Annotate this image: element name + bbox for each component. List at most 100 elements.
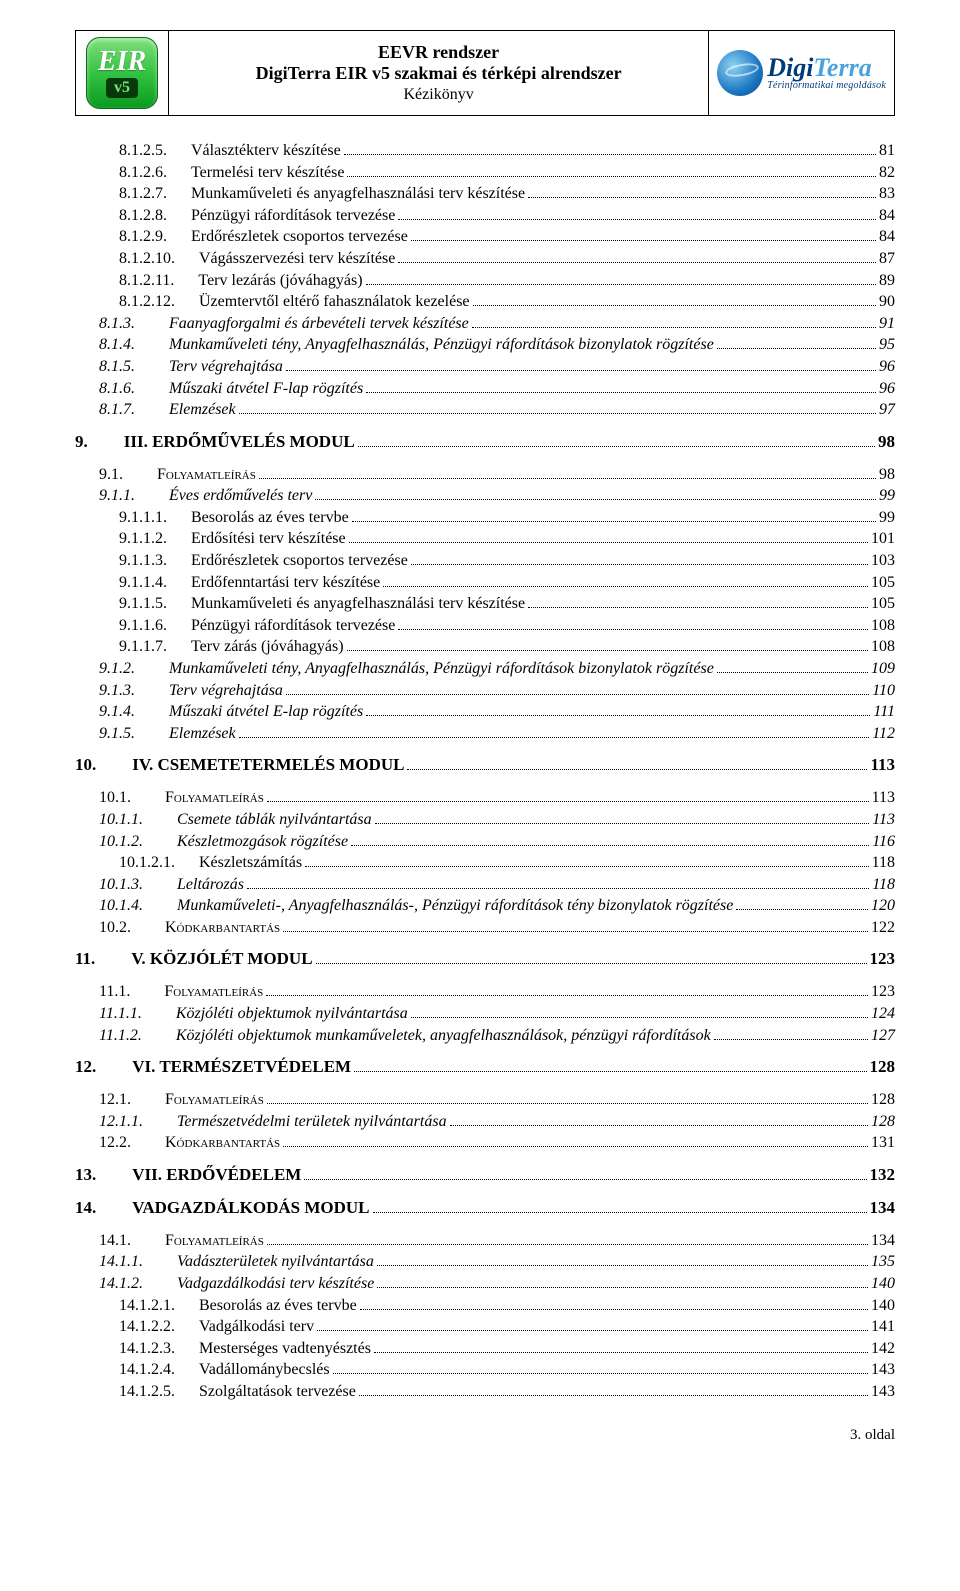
toc-number: 8.1.2.6.: [119, 162, 167, 184]
toc-entry[interactable]: 8.1.2.8.Pénzügyi ráfordítások tervezése8…: [119, 205, 895, 227]
toc-leader-dots: [286, 682, 869, 694]
toc-entry[interactable]: 14.1.2.Vadgazdálkodási terv készítése140: [99, 1273, 895, 1295]
toc-entry[interactable]: 8.1.6.Műszaki átvétel F-lap rögzítés96: [99, 378, 895, 400]
toc-entry[interactable]: 14.1.2.2.Vadgálkodási terv141: [119, 1316, 895, 1338]
toc-title: Műszaki átvétel E-lap rögzítés: [169, 701, 363, 723]
toc-entry[interactable]: 14.1.1.Vadászterületek nyilvántartása135: [99, 1251, 895, 1273]
toc-entry[interactable]: 9.1.5.Elemzések112: [99, 723, 895, 745]
digiterra-logo: DigiTerra Térinformatikai megoldások: [717, 50, 886, 96]
toc-leader-dots: [360, 1297, 868, 1309]
toc-entry[interactable]: 9.1.2.Munkaműveleti tény, Anyagfelhaszná…: [99, 658, 895, 680]
toc-entry[interactable]: 8.1.2.9.Erdőrészletek csoportos tervezés…: [119, 226, 895, 248]
toc-title: Munkaműveleti tény, Anyagfelhasználás, P…: [169, 334, 714, 356]
toc-entry[interactable]: 11.1.Folyamatleírás123: [99, 981, 895, 1003]
toc-entry[interactable]: 8.1.5.Terv végrehajtása96: [99, 356, 895, 378]
toc-leader-dots: [352, 510, 876, 522]
toc-entry[interactable]: 10.1.2.Készletmozgások rögzítése116: [99, 831, 895, 853]
toc-title: Pénzügyi ráfordítások tervezése: [191, 205, 395, 227]
header-system-name: EEVR rendszer: [177, 42, 700, 63]
toc-entry[interactable]: 10.2.Kódkarbantartás122: [99, 917, 895, 939]
toc-entry[interactable]: 8.1.3.Faanyagforgalmi és árbevételi terv…: [99, 313, 895, 335]
toc-entry[interactable]: 10.1.3.Leltározás118: [99, 874, 895, 896]
toc-page-number: 118: [872, 874, 895, 896]
toc-entry[interactable]: 8.1.2.7.Munkaműveleti és anyagfelhasznál…: [119, 183, 895, 205]
toc-entry[interactable]: 12.VI. TERMÉSZETVÉDELEM128: [75, 1056, 895, 1079]
toc-spacer: [75, 421, 895, 431]
toc-page-number: 131: [871, 1132, 895, 1154]
toc-entry[interactable]: 9.1.1.5.Munkaműveleti és anyagfelhasznál…: [119, 593, 895, 615]
toc-number: 8.1.2.12.: [119, 291, 175, 313]
toc-entry[interactable]: 10.1.1.Csemete táblák nyilvántartása113: [99, 809, 895, 831]
toc-number: 10.1.: [99, 787, 131, 809]
toc-spacer: [75, 1046, 895, 1056]
toc-entry[interactable]: 9.1.1.2.Erdősítési terv készítése101: [119, 528, 895, 550]
toc-page-number: 112: [872, 723, 895, 745]
toc-entry[interactable]: 9.1.1.4.Erdőfenntartási terv készítése10…: [119, 572, 895, 594]
toc-page-number: 99: [879, 507, 895, 529]
toc-spacer: [75, 1187, 895, 1197]
toc-title: Munkaműveleti és anyagfelhasználási terv…: [191, 183, 525, 205]
toc-number: 8.1.4.: [99, 334, 135, 356]
toc-title: Leltározás: [177, 874, 244, 896]
toc-number: 11.1.: [99, 981, 130, 1003]
toc-entry[interactable]: 14.1.2.3.Mesterséges vadtenyésztés142: [119, 1338, 895, 1360]
toc-entry[interactable]: 10.IV. CSEMETETERMELÉS MODUL113: [75, 754, 895, 777]
toc-entry[interactable]: 14.1.2.5.Szolgáltatások tervezése143: [119, 1381, 895, 1403]
toc-entry[interactable]: 12.2.Kódkarbantartás131: [99, 1132, 895, 1154]
toc-title: Készletmozgások rögzítése: [177, 831, 348, 853]
toc-entry[interactable]: 14.1.Folyamatleírás134: [99, 1230, 895, 1252]
toc-entry[interactable]: 8.1.2.12.Üzemtervtől eltérő fahasználato…: [119, 291, 895, 313]
toc-page-number: 120: [871, 895, 895, 917]
toc-leader-dots: [373, 1200, 867, 1213]
eir-badge-icon: EIR v5: [86, 37, 158, 109]
toc-entry[interactable]: 13.VII. ERDŐVÉDELEM132: [75, 1164, 895, 1187]
toc-leader-dots: [383, 574, 868, 586]
toc-page-number: 123: [870, 948, 896, 971]
toc-entry[interactable]: 9.1.1.7.Terv zárás (jóváhagyás)108: [119, 636, 895, 658]
toc-entry[interactable]: 10.1.2.1.Készletszámítás118: [119, 852, 895, 874]
toc-entry[interactable]: 9.1.Folyamatleírás98: [99, 464, 895, 486]
toc-entry[interactable]: 14.VADGAZDÁLKODÁS MODUL134: [75, 1197, 895, 1220]
toc-entry[interactable]: 8.1.2.5.Választékterv készítése81: [119, 140, 895, 162]
digiterra-text: DigiTerra Térinformatikai megoldások: [767, 55, 886, 91]
toc-page-number: 98: [878, 431, 895, 454]
toc-leader-dots: [398, 208, 876, 220]
toc-entry[interactable]: 9.1.3.Terv végrehajtása110: [99, 680, 895, 702]
toc-entry[interactable]: 8.1.2.6.Termelési terv készítése82: [119, 162, 895, 184]
toc-number: 14.1.2.1.: [119, 1295, 175, 1317]
toc-number: 11.1.2.: [99, 1025, 142, 1047]
toc-entry[interactable]: 9.1.1.Éves erdőművelés terv99: [99, 485, 895, 507]
toc-entry[interactable]: 8.1.2.10.Vágásszervezési terv készítése8…: [119, 248, 895, 270]
toc-entry[interactable]: 9.1.1.1.Besorolás az éves tervbe99: [119, 507, 895, 529]
toc-number: 8.1.2.8.: [119, 205, 167, 227]
toc-leader-dots: [317, 1319, 868, 1331]
toc-title: Közjóléti objektumok munkaműveletek, any…: [176, 1025, 711, 1047]
toc-title: Erdőrészletek csoportos tervezése: [191, 550, 408, 572]
toc-entry[interactable]: 12.1.Folyamatleírás128: [99, 1089, 895, 1111]
toc-entry[interactable]: 11.1.1.Közjóléti objektumok nyilvántartá…: [99, 1003, 895, 1025]
toc-entry[interactable]: 9.1.1.3.Erdőrészletek csoportos tervezés…: [119, 550, 895, 572]
toc-leader-dots: [266, 984, 868, 996]
toc-entry[interactable]: 11.1.2. Közjóléti objektumok munkaművelet…: [99, 1025, 895, 1047]
header-doc-type: Kézikönyv: [177, 86, 700, 104]
logo-tagline: Térinformatikai megoldások: [767, 81, 886, 91]
toc-entry[interactable]: 10.1.Folyamatleírás113: [99, 787, 895, 809]
toc-page-number: 134: [871, 1230, 895, 1252]
toc-number: 9.1.1.4.: [119, 572, 167, 594]
toc-entry[interactable]: 9.1.1.6.Pénzügyi ráfordítások tervezése1…: [119, 615, 895, 637]
toc-leader-dots: [528, 186, 876, 198]
toc-entry[interactable]: 12.1.1.Természetvédelmi területek nyilvá…: [99, 1111, 895, 1133]
toc-title: Kódkarbantartás: [165, 917, 280, 939]
toc-entry[interactable]: 9.III. ERDŐMŰVELÉS MODUL98: [75, 431, 895, 454]
toc-page-number: 113: [872, 809, 895, 831]
toc-entry[interactable]: 14.1.2.1.Besorolás az éves tervbe140: [119, 1295, 895, 1317]
toc-entry[interactable]: 9.1.4.Műszaki átvétel E-lap rögzítés111: [99, 701, 895, 723]
toc-entry[interactable]: 8.1.7.Elemzések97: [99, 399, 895, 421]
toc-entry[interactable]: 14.1.2.4.Vadállománybecslés143: [119, 1359, 895, 1381]
toc-page-number: 141: [871, 1316, 895, 1338]
toc-entry[interactable]: 10.1.4.Munkaműveleti-, Anyagfelhasználás…: [99, 895, 895, 917]
toc-entry[interactable]: 8.1.2.11.Terv lezárás (jóváhagyás)89: [119, 270, 895, 292]
toc-entry[interactable]: 8.1.4. Munkaműveleti tény, Anyagfelhaszná…: [99, 334, 895, 356]
toc-number: 10.1.1.: [99, 809, 143, 831]
toc-entry[interactable]: 11.V. KÖZJÓLÉT MODUL123: [75, 948, 895, 971]
